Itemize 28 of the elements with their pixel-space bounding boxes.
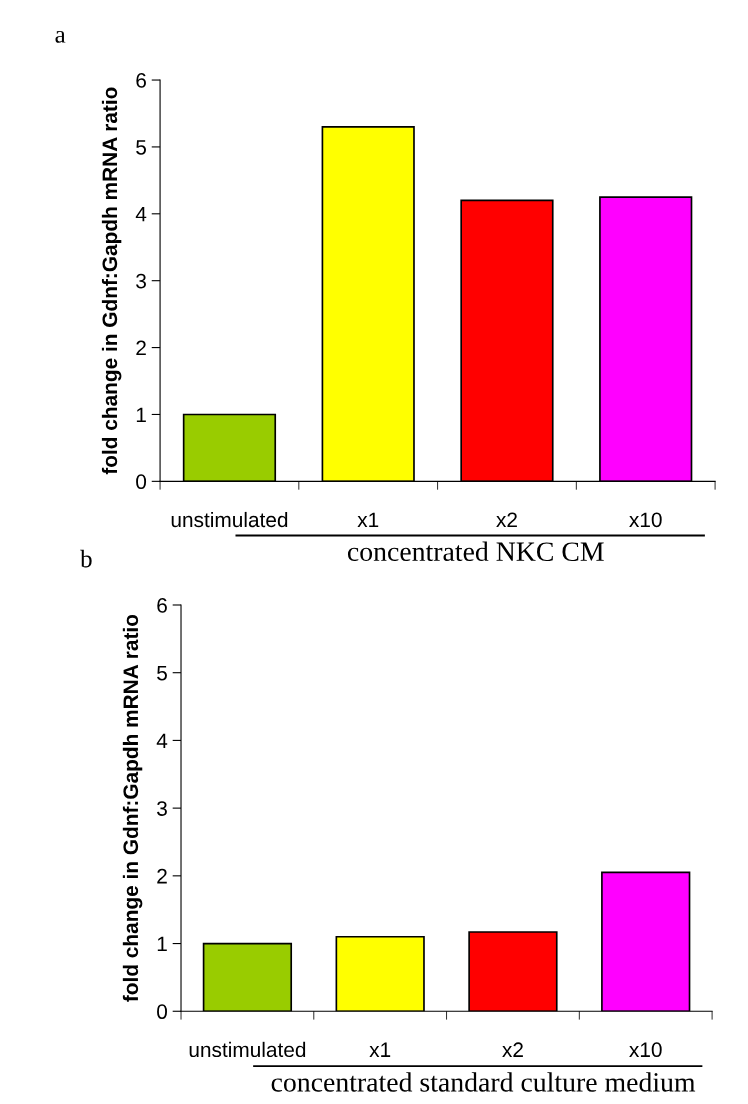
y-tick-label: 5 [157, 665, 167, 681]
y-tick-label: 1 [157, 936, 167, 952]
y-tick-label: 6 [136, 73, 146, 88]
y-tick-label: 2 [157, 868, 167, 884]
y-tick-label: 4 [156, 733, 168, 748]
y-tick-label: 0 [157, 1004, 168, 1020]
y-tick-label: 0 [136, 474, 147, 490]
chart-title: b [80, 549, 92, 568]
y-tick-label: 3 [157, 801, 167, 816]
x-tick-label: x10 [629, 1042, 662, 1058]
text: concentrated standard culture medium [271, 1072, 696, 1092]
x-tick-label: x2 [496, 512, 517, 527]
text: concentrated NKC CM [347, 541, 604, 562]
x-tick-label: unstimulated [171, 511, 288, 528]
y-axis-title: fold change in Gdnf:Gapdh mRNA ratio [122, 614, 143, 1002]
y-tick-label: 6 [157, 597, 167, 613]
x-tick-label: unstimulated [189, 1041, 306, 1058]
y-tick-label: 3 [136, 273, 146, 289]
y-tick-label: 1 [136, 407, 146, 423]
y-tick-label: 4 [135, 207, 147, 222]
y-axis-title: fold change in Gdnf:Gapdh mRNA ratio [101, 87, 122, 475]
x-tick-label: x1 [357, 512, 379, 527]
chart-title: a [55, 30, 66, 43]
x-tick-label: x1 [369, 1042, 391, 1057]
x-tick-label: x2 [502, 1042, 523, 1057]
y-tick-label: 2 [136, 340, 146, 356]
x-tick-label: x10 [629, 512, 662, 528]
y-tick-label: 5 [136, 140, 147, 155]
